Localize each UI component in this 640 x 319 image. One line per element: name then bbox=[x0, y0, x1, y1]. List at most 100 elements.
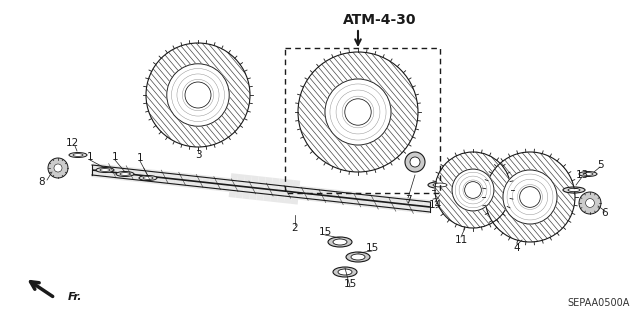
Polygon shape bbox=[415, 198, 424, 213]
Polygon shape bbox=[277, 178, 287, 203]
Polygon shape bbox=[333, 189, 341, 204]
Ellipse shape bbox=[346, 252, 370, 262]
Text: 6: 6 bbox=[602, 208, 608, 218]
Polygon shape bbox=[140, 168, 148, 183]
Ellipse shape bbox=[116, 172, 134, 176]
Text: 1: 1 bbox=[137, 153, 143, 163]
Text: 15: 15 bbox=[318, 227, 332, 237]
Polygon shape bbox=[195, 174, 203, 189]
Polygon shape bbox=[408, 198, 417, 212]
Polygon shape bbox=[367, 193, 376, 208]
Polygon shape bbox=[422, 199, 431, 214]
Polygon shape bbox=[202, 175, 210, 190]
Polygon shape bbox=[402, 197, 410, 212]
Polygon shape bbox=[167, 171, 175, 186]
Polygon shape bbox=[174, 172, 182, 187]
Polygon shape bbox=[319, 188, 327, 203]
Circle shape bbox=[452, 169, 494, 211]
Text: Fr.: Fr. bbox=[68, 292, 83, 302]
Text: SEPAA0500A: SEPAA0500A bbox=[568, 298, 630, 308]
Ellipse shape bbox=[333, 267, 357, 277]
Ellipse shape bbox=[568, 188, 580, 192]
Circle shape bbox=[485, 152, 575, 242]
Polygon shape bbox=[326, 189, 334, 204]
Polygon shape bbox=[222, 177, 231, 192]
Polygon shape bbox=[132, 167, 141, 182]
Polygon shape bbox=[374, 194, 383, 209]
Polygon shape bbox=[119, 166, 127, 181]
Polygon shape bbox=[160, 171, 168, 185]
Polygon shape bbox=[388, 196, 396, 210]
Ellipse shape bbox=[428, 182, 452, 188]
Circle shape bbox=[579, 192, 601, 214]
Circle shape bbox=[54, 164, 62, 172]
Ellipse shape bbox=[120, 173, 130, 175]
Circle shape bbox=[146, 43, 250, 147]
Text: 4: 4 bbox=[514, 243, 520, 253]
Circle shape bbox=[405, 152, 425, 172]
Polygon shape bbox=[236, 174, 245, 198]
Ellipse shape bbox=[73, 154, 83, 156]
Ellipse shape bbox=[96, 167, 114, 173]
Polygon shape bbox=[125, 167, 134, 182]
Polygon shape bbox=[243, 175, 252, 199]
Circle shape bbox=[185, 82, 211, 108]
Circle shape bbox=[325, 79, 391, 145]
Polygon shape bbox=[181, 173, 189, 188]
Ellipse shape bbox=[433, 183, 447, 187]
Text: 1: 1 bbox=[86, 152, 93, 162]
Circle shape bbox=[435, 152, 511, 228]
Text: 2: 2 bbox=[292, 223, 298, 233]
Ellipse shape bbox=[563, 187, 585, 193]
Polygon shape bbox=[284, 179, 293, 204]
Polygon shape bbox=[270, 178, 280, 202]
Polygon shape bbox=[112, 165, 120, 180]
Text: 3: 3 bbox=[195, 150, 202, 160]
Text: 7: 7 bbox=[404, 195, 412, 205]
Polygon shape bbox=[147, 169, 155, 184]
Text: 1: 1 bbox=[112, 152, 118, 162]
Ellipse shape bbox=[143, 177, 153, 179]
Ellipse shape bbox=[333, 239, 347, 245]
Ellipse shape bbox=[579, 172, 597, 176]
Circle shape bbox=[345, 99, 371, 125]
Ellipse shape bbox=[100, 169, 110, 171]
Polygon shape bbox=[256, 176, 266, 201]
Circle shape bbox=[167, 64, 229, 126]
Polygon shape bbox=[305, 186, 314, 201]
Text: 11: 11 bbox=[454, 235, 468, 245]
Circle shape bbox=[298, 52, 418, 172]
Ellipse shape bbox=[328, 237, 352, 247]
Polygon shape bbox=[395, 196, 403, 211]
Text: 13: 13 bbox=[575, 170, 589, 180]
Polygon shape bbox=[188, 174, 196, 188]
Polygon shape bbox=[263, 177, 273, 202]
Polygon shape bbox=[340, 190, 348, 205]
Bar bbox=[285, 48, 440, 193]
Circle shape bbox=[520, 187, 540, 207]
Ellipse shape bbox=[69, 152, 87, 158]
Polygon shape bbox=[92, 163, 100, 178]
Text: 15: 15 bbox=[365, 243, 379, 253]
Polygon shape bbox=[291, 180, 300, 204]
Circle shape bbox=[586, 199, 595, 207]
Text: 14: 14 bbox=[428, 200, 442, 210]
Ellipse shape bbox=[338, 269, 352, 275]
Polygon shape bbox=[228, 173, 238, 198]
Ellipse shape bbox=[583, 173, 593, 175]
Polygon shape bbox=[381, 195, 389, 210]
Text: 5: 5 bbox=[596, 160, 604, 170]
Circle shape bbox=[48, 158, 68, 178]
Polygon shape bbox=[98, 164, 106, 178]
Polygon shape bbox=[250, 175, 259, 200]
Polygon shape bbox=[298, 186, 307, 200]
Ellipse shape bbox=[139, 175, 157, 181]
Text: 8: 8 bbox=[38, 177, 45, 187]
Polygon shape bbox=[216, 177, 224, 191]
Polygon shape bbox=[105, 165, 113, 179]
Polygon shape bbox=[360, 192, 369, 207]
Polygon shape bbox=[154, 170, 162, 184]
Polygon shape bbox=[209, 176, 217, 190]
Text: ATM-4-30: ATM-4-30 bbox=[343, 13, 417, 27]
Text: 15: 15 bbox=[344, 279, 356, 289]
